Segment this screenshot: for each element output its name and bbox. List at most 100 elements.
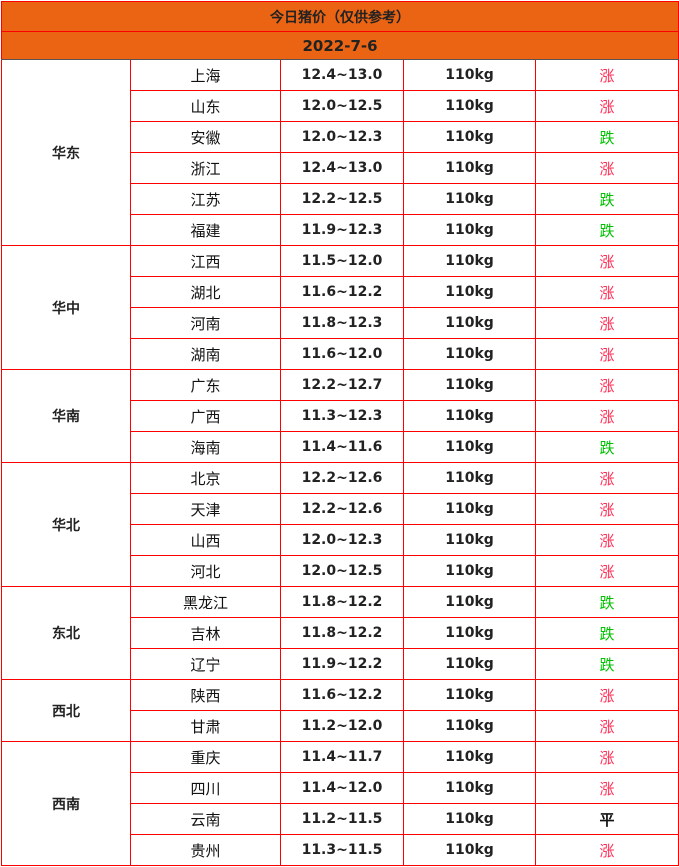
weight-cell: 110kg: [403, 183, 536, 215]
province-cell: 四川: [130, 772, 281, 804]
weight-cell: 110kg: [403, 710, 536, 742]
weight-cell: 110kg: [403, 152, 536, 184]
province-cell: 甘肃: [130, 710, 281, 742]
trend-cell: 涨: [534, 772, 679, 804]
price-cell: 12.0~12.5: [280, 90, 404, 122]
province-cell: 天津: [130, 493, 281, 525]
trend-cell: 涨: [534, 400, 679, 432]
price-cell: 11.5~12.0: [280, 245, 404, 277]
table-row: 吉林 11.8~12.2 110kg 跌: [2, 617, 679, 649]
weight-cell: 110kg: [403, 741, 536, 773]
province-cell: 安徽: [130, 121, 281, 153]
table-row: 江苏 12.2~12.5 110kg 跌: [2, 183, 679, 215]
province-cell: 广西: [130, 400, 281, 432]
trend-cell: 涨: [534, 555, 679, 587]
table-row: 安徽 12.0~12.3 110kg 跌: [2, 121, 679, 153]
price-cell: 11.9~12.3: [280, 214, 404, 246]
trend-cell: 涨: [534, 369, 679, 401]
table-row: 浙江 12.4~13.0 110kg 涨: [2, 152, 679, 184]
province-cell: 江苏: [130, 183, 281, 215]
province-cell: 海南: [130, 431, 281, 463]
weight-cell: 110kg: [403, 214, 536, 246]
price-cell: 11.3~12.3: [280, 400, 404, 432]
weight-cell: 110kg: [403, 276, 536, 308]
province-cell: 湖北: [130, 276, 281, 308]
table-row: 华北 北京 12.2~12.6 110kg 涨: [1, 462, 679, 587]
trend-cell: 跌: [534, 431, 679, 463]
trend-cell: 涨: [534, 90, 679, 122]
title-row: 今日猪价（仅供参考）: [0, 1, 679, 32]
province-cell: 广东: [130, 369, 281, 401]
trend-cell: 涨: [534, 245, 679, 277]
table-row: 华中 江西 11.5~12.0 110kg 涨: [1, 245, 679, 370]
region-cell: 华南: [1, 369, 131, 463]
province-cell: 河北: [130, 555, 281, 587]
region-cell: 西南: [1, 741, 131, 866]
price-cell: 11.8~12.2: [280, 617, 404, 649]
table-row: 甘肃 11.2~12.0 110kg 涨: [2, 710, 679, 742]
weight-cell: 110kg: [403, 369, 536, 401]
table-row: 湖北 11.6~12.2 110kg 涨: [2, 276, 679, 308]
weight-cell: 110kg: [403, 59, 536, 91]
trend-cell: 涨: [534, 741, 679, 773]
province-cell: 山东: [130, 90, 281, 122]
price-cell: 11.4~11.6: [280, 431, 404, 463]
trend-cell: 涨: [534, 152, 679, 184]
weight-cell: 110kg: [403, 400, 536, 432]
price-cell: 11.9~12.2: [280, 648, 404, 680]
trend-cell: 涨: [534, 307, 679, 339]
table-row: 贵州 11.3~11.5 110kg 涨: [2, 834, 679, 866]
trend-cell: 平: [534, 803, 679, 835]
province-cell: 湖南: [130, 338, 281, 370]
table-row: 天津 12.2~12.6 110kg 涨: [2, 493, 679, 525]
province-cell: 河南: [130, 307, 281, 339]
price-cell: 12.2~12.5: [280, 183, 404, 215]
price-cell: 11.2~12.0: [280, 710, 404, 742]
price-cell: 11.6~12.0: [280, 338, 404, 370]
province-cell: 黑龙江: [130, 586, 281, 618]
table-row: 福建 11.9~12.3 110kg 跌: [2, 214, 679, 246]
weight-cell: 110kg: [403, 803, 536, 835]
weight-cell: 110kg: [403, 617, 536, 649]
weight-cell: 110kg: [403, 121, 536, 153]
weight-cell: 110kg: [403, 586, 536, 618]
trend-cell: 涨: [534, 493, 679, 525]
date-row: 2022-7-6: [0, 31, 679, 60]
region-cell: 华北: [1, 462, 131, 587]
weight-cell: 110kg: [403, 524, 536, 556]
region-cell: 华东: [1, 59, 131, 246]
trend-cell: 跌: [534, 586, 679, 618]
weight-cell: 110kg: [403, 462, 536, 494]
weight-cell: 110kg: [403, 493, 536, 525]
region-cell: 华中: [1, 245, 131, 370]
price-cell: 11.4~11.7: [280, 741, 404, 773]
table-date: 2022-7-6: [0, 31, 679, 60]
trend-cell: 涨: [534, 462, 679, 494]
province-cell: 上海: [130, 59, 281, 91]
trend-cell: 涨: [534, 710, 679, 742]
province-cell: 江西: [130, 245, 281, 277]
trend-cell: 跌: [534, 648, 679, 680]
region-cell: 西北: [1, 679, 131, 742]
table-row: 河北 12.0~12.5 110kg 涨: [2, 555, 679, 587]
table-row: 山东 12.0~12.5 110kg 涨: [2, 90, 679, 122]
price-cell: 11.3~11.5: [280, 834, 404, 866]
province-cell: 浙江: [130, 152, 281, 184]
price-cell: 11.8~12.2: [280, 586, 404, 618]
price-cell: 12.2~12.7: [280, 369, 404, 401]
weight-cell: 110kg: [403, 245, 536, 277]
weight-cell: 110kg: [403, 679, 536, 711]
province-cell: 北京: [130, 462, 281, 494]
table-row: 云南 11.2~11.5 110kg 平: [2, 803, 679, 835]
price-cell: 11.6~12.2: [280, 276, 404, 308]
price-cell: 11.6~12.2: [280, 679, 404, 711]
province-cell: 山西: [130, 524, 281, 556]
weight-cell: 110kg: [403, 307, 536, 339]
trend-cell: 涨: [534, 679, 679, 711]
province-cell: 福建: [130, 214, 281, 246]
table-row: 山西 12.0~12.3 110kg 涨: [2, 524, 679, 556]
trend-cell: 跌: [534, 183, 679, 215]
price-cell: 12.2~12.6: [280, 462, 404, 494]
price-cell: 11.8~12.3: [280, 307, 404, 339]
